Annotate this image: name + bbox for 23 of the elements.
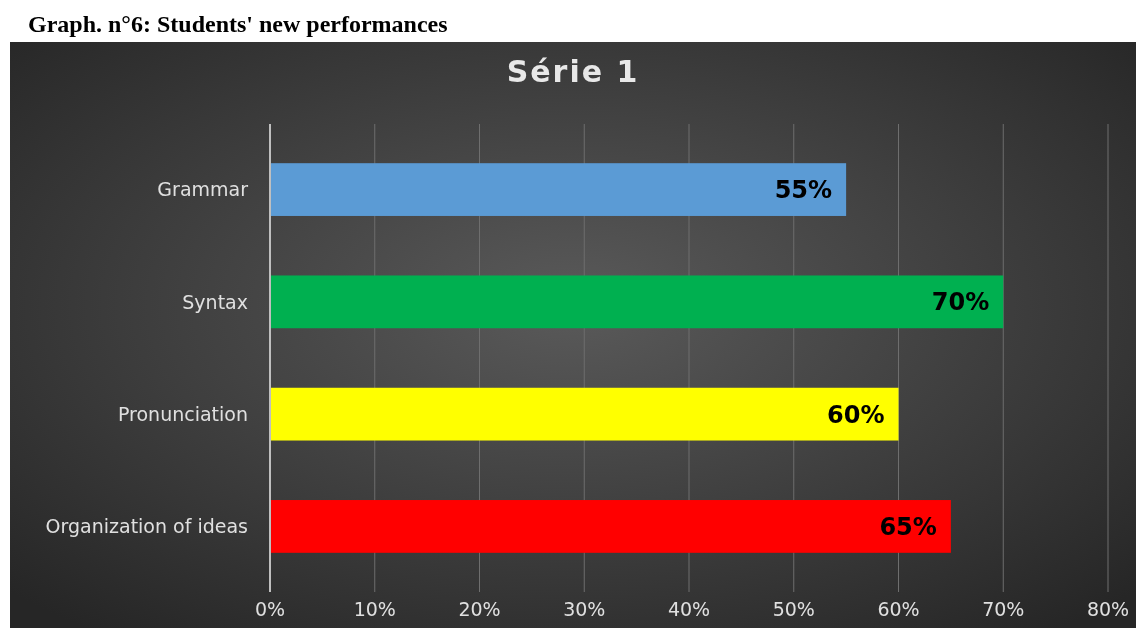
data-label: 70% — [931, 288, 990, 317]
text: Graph. n°6: Students' new performances — [28, 11, 448, 37]
x-tick-label: 20% — [458, 598, 501, 620]
bar — [270, 163, 847, 216]
x-tick-label: 10% — [353, 598, 396, 620]
x-tick-label: 30% — [563, 598, 606, 620]
x-tick-label: 70% — [982, 598, 1025, 620]
chart-title: Série 1 — [506, 54, 640, 89]
data-label: 60% — [827, 400, 885, 429]
bar — [270, 275, 1004, 329]
x-tick-label: 50% — [772, 598, 815, 620]
bar — [270, 387, 899, 441]
bar — [270, 500, 951, 553]
x-tick-label: 60% — [877, 598, 920, 620]
x-tick-label: 0% — [254, 598, 286, 620]
y-tick-label: Organization of ideas — [45, 515, 248, 538]
y-tick-label: Pronunciation — [117, 402, 248, 425]
data-label: 55% — [774, 175, 833, 204]
data-label: 65% — [879, 512, 937, 541]
x-tick-label: 80% — [1086, 598, 1130, 620]
y-tick-label: Grammar — [157, 178, 249, 201]
y-tick-label: Syntax — [182, 290, 248, 313]
x-tick-label: 40% — [667, 598, 711, 620]
